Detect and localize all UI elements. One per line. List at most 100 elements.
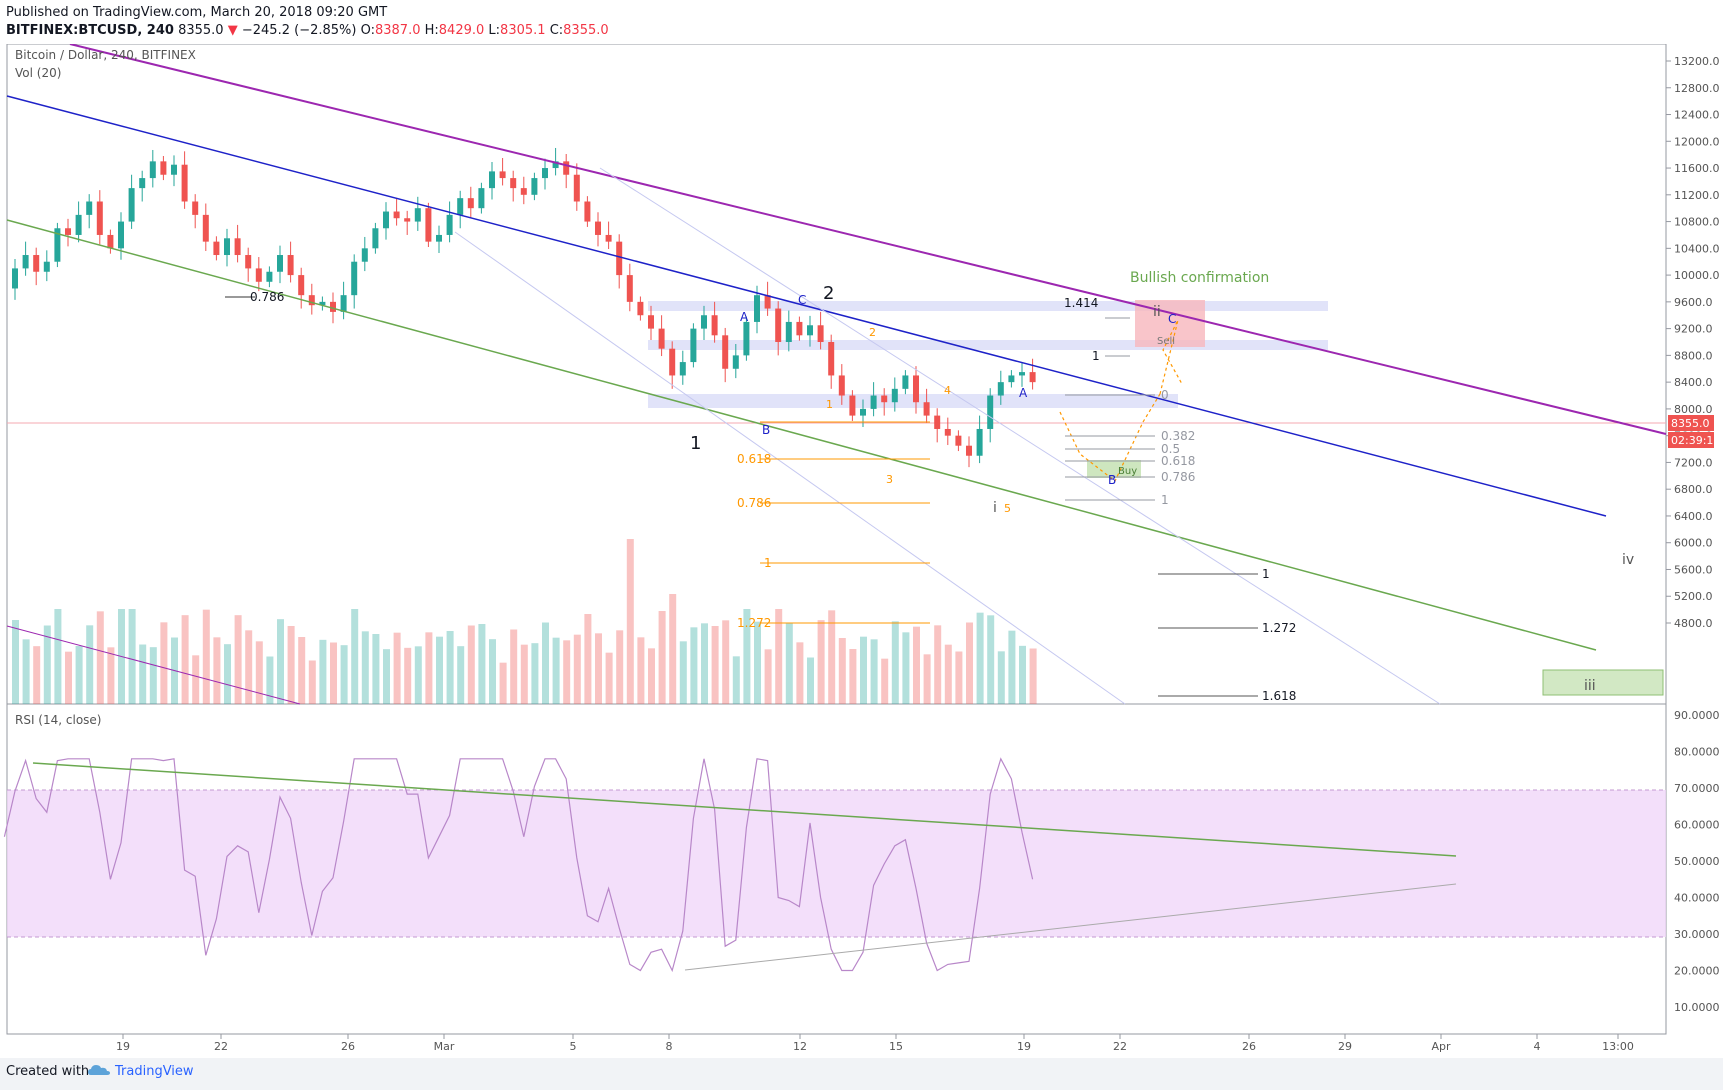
candle-body — [446, 214, 453, 235]
rsi-line — [3, 757, 1034, 973]
volume-bar — [361, 631, 369, 704]
volume-bar — [976, 612, 984, 704]
volume-bar — [997, 651, 1005, 704]
fib-grey-0618: 0.618 — [1161, 454, 1195, 468]
candle-body — [637, 301, 644, 316]
candle-body — [489, 171, 495, 189]
volume-bar — [192, 655, 200, 704]
candle-body — [213, 241, 220, 256]
candle-body — [22, 255, 29, 269]
countdown-text: 02:39:17 — [1671, 434, 1720, 447]
down-arrow-icon: ▼ — [227, 23, 238, 38]
volume-bar — [616, 630, 624, 704]
candle-body — [510, 178, 517, 189]
chart-svg[interactable]: A B C A B C 1 2 1 2 3 4 5 i ii iii iv Bu… — [0, 43, 1723, 1060]
volume-bar — [54, 609, 62, 704]
candle-body — [351, 261, 358, 296]
chart-frame[interactable]: A B C A B C 1 2 1 2 3 4 5 i ii iii iv Bu… — [0, 43, 1723, 1060]
candle-body — [690, 328, 697, 363]
candle-body — [605, 234, 612, 242]
volume-bar — [531, 643, 539, 704]
volume-bar — [319, 639, 327, 704]
rsi-support-line — [684, 883, 1457, 971]
volume-bar — [75, 646, 83, 704]
candle-body — [149, 161, 156, 179]
symbol-label: BITFINEX:BTCUSD, 240 — [6, 23, 174, 38]
volume-bar — [308, 660, 316, 704]
price-axis-label: 12000.0 — [1674, 135, 1720, 148]
volume-bar — [701, 623, 708, 704]
price-axis-label: 10000.0 — [1674, 269, 1720, 282]
volume-bar — [584, 614, 592, 704]
candle-body — [404, 218, 411, 222]
volume-bar — [595, 633, 602, 704]
candle-body — [722, 335, 729, 369]
candle-body — [531, 178, 538, 195]
candle-body — [711, 315, 718, 336]
candle-body — [764, 295, 771, 309]
price-change: −245.2 (−2.85%) — [241, 23, 357, 38]
fib-orange-0618: 0.618 — [737, 452, 771, 466]
rsi-axis-label: 60.0000 — [1674, 819, 1720, 832]
candle-body — [807, 325, 813, 336]
volume-bar — [658, 611, 666, 704]
volume-bar — [743, 609, 751, 704]
candle-body — [1008, 375, 1015, 383]
candle-body — [383, 211, 389, 229]
time-axis-label: 22 — [1113, 1040, 1127, 1053]
resistance-zone-top — [648, 301, 1328, 311]
wave-2-label: 2 — [823, 283, 834, 304]
candle-body — [520, 188, 527, 195]
rsi-axis-label: 90.0000 — [1674, 709, 1720, 722]
candle-body — [192, 201, 199, 215]
fib-orange-0786: 0.786 — [737, 496, 771, 510]
ohlc-line: BITFINEX:BTCUSD, 240 8355.0 ▼ −245.2 (−2… — [6, 23, 609, 38]
volume-bar — [828, 610, 836, 704]
candle-body — [754, 295, 760, 322]
volume-bar — [65, 651, 72, 704]
time-axis-label: 19 — [1017, 1040, 1031, 1053]
time-axis-label: 8 — [666, 1040, 673, 1053]
volume-bar — [573, 634, 581, 704]
price-axis-label: 13200.0 — [1674, 55, 1720, 68]
fib-ext-1272: 1.272 — [1262, 621, 1296, 635]
volume-bar — [626, 539, 634, 704]
wave-iii-target-zone — [1542, 669, 1664, 696]
volume-bar — [266, 656, 274, 704]
price-axis-label: 9600.0 — [1674, 296, 1713, 309]
candle-body — [573, 174, 580, 202]
candle-body — [584, 201, 591, 222]
volume-bar — [213, 637, 221, 704]
fib-orange-lines — [760, 421, 930, 624]
wave-a2-label: A — [1019, 386, 1028, 400]
time-axis-label: 26 — [341, 1040, 355, 1053]
volume-bar — [679, 641, 687, 704]
volume-bar — [96, 611, 104, 704]
fib-left-0786-label: 0.786 — [250, 290, 284, 304]
published-line: Published on TradingView.com, March 20, … — [6, 5, 388, 20]
light-channel-line-2 — [599, 167, 1441, 705]
candle-body — [679, 362, 686, 376]
rsi-axis-label: 20.0000 — [1674, 965, 1720, 978]
volume-bar — [849, 649, 857, 704]
countdown-badge — [1668, 432, 1714, 448]
current-price-badge — [1668, 415, 1714, 431]
volume-bar — [436, 636, 443, 704]
rsi-axis: 90.0000 80.0000 70.0000 60.0000 50.0000 40.00… — [1674, 709, 1720, 1014]
volume-bar — [393, 632, 401, 704]
volume-bar — [722, 620, 730, 704]
candle-body — [202, 214, 209, 242]
candle-body — [902, 375, 909, 389]
sub-wave-4-label: 4 — [944, 384, 951, 397]
buy-zone — [1087, 460, 1141, 478]
volume-bar — [181, 615, 189, 704]
candles — [12, 147, 1036, 468]
candle-body — [287, 255, 294, 276]
time-axis-label: Apr — [1431, 1040, 1451, 1053]
rsi-axis-label: 40.0000 — [1674, 892, 1720, 905]
price-axis-label: 8800.0 — [1674, 349, 1713, 362]
volume-bar — [234, 615, 242, 704]
volume-bar — [817, 620, 825, 704]
tradingview-brand[interactable]: TradingView — [115, 1064, 194, 1079]
candle-body — [542, 168, 548, 179]
